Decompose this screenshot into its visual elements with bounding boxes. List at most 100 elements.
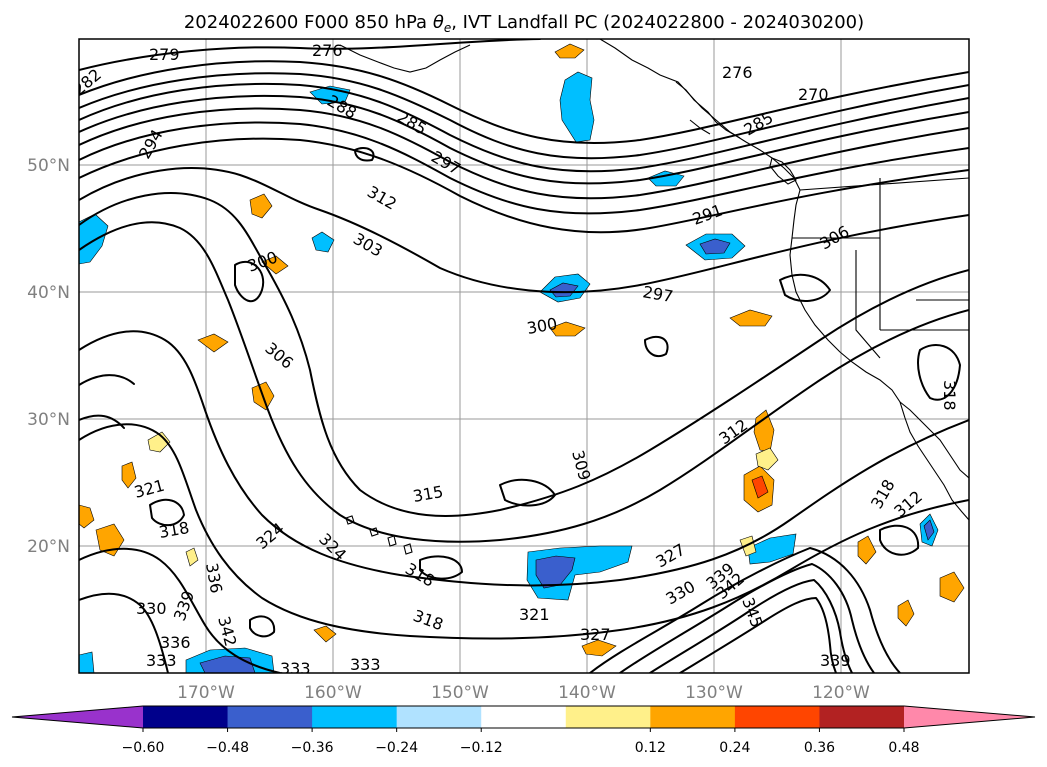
colorbar-segment	[481, 706, 567, 728]
colorbar-segment	[650, 706, 736, 728]
contour-line	[779, 273, 831, 302]
ivt-region-positive	[261, 255, 289, 275]
colorbar-tick-label: −0.36	[291, 740, 334, 756]
contour-label: 330	[136, 599, 167, 618]
contour-line	[79, 39, 541, 71]
ivt-region-negative	[199, 655, 256, 673]
colorbar-tick-label: 0.48	[888, 740, 919, 756]
colorbar-segment	[734, 706, 820, 728]
contour-label: 270	[798, 85, 829, 104]
colorbar-tick-label: −0.60	[122, 740, 165, 756]
colorbar-segment	[143, 706, 229, 728]
map-background	[79, 39, 969, 673]
colorbar-tick-label: −0.48	[206, 740, 249, 756]
contour-label: 333	[146, 651, 177, 670]
ivt-region-positive	[897, 599, 915, 627]
ivt-region-negative	[535, 555, 576, 589]
contour-label: 276	[722, 63, 753, 82]
ivt-region-positive	[121, 461, 137, 489]
contour-line	[79, 374, 135, 386]
ivt-region-positive	[729, 309, 773, 327]
ivt-region-negative	[647, 170, 685, 187]
ivt-filled-regions	[79, 43, 965, 673]
contour-label: 333	[280, 659, 311, 678]
contour-label: 279	[149, 45, 180, 64]
contour-line	[79, 107, 969, 200]
ivt-region-positive	[939, 571, 965, 603]
contour-line	[644, 335, 669, 358]
map-panel: 279 276 276 270 282 294 288 285 297 285 …	[27, 38, 970, 703]
ivt-region-negative	[549, 282, 579, 298]
colorbar-ticks: −0.60 −0.48 −0.36 −0.24 −0.12 0.12 0.24 0.36 0.4…	[122, 728, 920, 756]
ivt-region-negative	[923, 519, 935, 541]
ivt-region-negative	[747, 533, 797, 565]
contour-line	[79, 137, 969, 234]
contour-line	[917, 344, 961, 401]
contour-line	[249, 615, 276, 638]
contour-line	[79, 192, 969, 517]
ivt-region-negative	[311, 231, 335, 253]
contour-line	[79, 167, 969, 294]
lon-tick-label: 160°W	[304, 683, 362, 703]
colorbar-extend-low	[12, 706, 143, 728]
contour-line	[419, 555, 463, 580]
contour-line	[79, 414, 125, 429]
coastline-alaska-islands	[339, 44, 471, 73]
ivt-region-positive	[313, 625, 337, 643]
colorbar-segment	[819, 706, 905, 728]
theta-subscript: e	[444, 21, 451, 35]
ivt-region-positive	[755, 447, 779, 471]
contour-label: 327	[580, 625, 611, 644]
contour-label: 276	[312, 41, 343, 60]
contour-label: 321	[519, 605, 550, 624]
lat-tick-label: 20°N	[27, 537, 70, 557]
contour-line	[79, 592, 169, 673]
contour-line	[79, 221, 969, 543]
ivt-region-positive	[581, 639, 617, 657]
contour-line	[234, 260, 265, 303]
contour-line	[79, 60, 969, 145]
contour-line	[354, 147, 375, 162]
contour-label: 336	[160, 633, 191, 652]
contour-line	[79, 547, 281, 673]
theta-symbol: θ	[433, 12, 444, 33]
contour-line	[879, 524, 920, 556]
lon-tick-label: 140°W	[558, 683, 616, 703]
colorbar-segments	[12, 706, 1035, 728]
lon-tick-label: 170°W	[177, 683, 235, 703]
colorbar-outline	[11, 705, 1036, 729]
ivt-region-positive	[857, 535, 877, 565]
ivt-region-positive	[79, 504, 95, 529]
ivt-region-positive	[197, 333, 229, 353]
ivt-region-negative	[559, 71, 595, 143]
contour-label: 339	[820, 651, 851, 670]
lon-tick-label: 130°W	[685, 683, 743, 703]
contour-line	[79, 82, 969, 173]
figure-title: 2024022600 F000 850 hPa θe, IVT Landfall…	[184, 12, 864, 35]
lon-tick-label: 150°W	[431, 683, 489, 703]
latitude-tick-labels: 50°N 40°N 30°N 20°N	[27, 156, 70, 557]
lat-tick-label: 30°N	[27, 410, 70, 430]
colorbar-tick-label: 0.36	[804, 740, 835, 756]
contour-line	[679, 597, 837, 673]
contour-line	[649, 579, 853, 673]
theta-e-contours	[79, 39, 969, 673]
lat-tick-label: 40°N	[27, 283, 70, 303]
colorbar-tick-label: −0.12	[460, 740, 503, 756]
longitude-tick-labels: 170°W 160°W 150°W 140°W 130°W 120°W	[177, 683, 870, 703]
map-border	[78, 38, 970, 674]
ivt-region-negative	[699, 238, 731, 255]
graticule	[79, 39, 969, 673]
contour-line	[79, 423, 969, 640]
ivt-region-positive	[549, 321, 586, 337]
colorbar-segment	[227, 706, 313, 728]
contour-line	[589, 547, 901, 673]
contour-line	[499, 478, 556, 507]
ivt-region-positive	[185, 547, 199, 567]
contour-label: 333	[350, 655, 381, 674]
contour-line	[79, 330, 969, 587]
colorbar-segment	[396, 706, 482, 728]
colorbar-tick-label: −0.24	[375, 740, 418, 756]
lon-tick-label: 120°W	[812, 683, 870, 703]
contour-line	[149, 498, 185, 527]
